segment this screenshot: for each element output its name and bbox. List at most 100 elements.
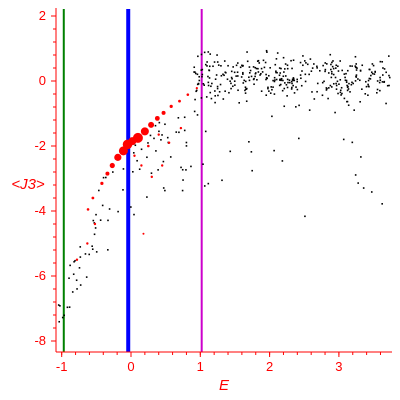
black-point xyxy=(147,142,149,144)
black-point xyxy=(236,71,239,74)
black-point xyxy=(233,80,236,82)
black-point xyxy=(311,91,313,93)
black-point xyxy=(282,56,285,59)
black-point xyxy=(296,88,299,91)
black-point xyxy=(217,94,219,97)
black-point xyxy=(327,97,329,100)
black-point xyxy=(296,80,298,83)
red-point xyxy=(160,164,164,167)
black-point xyxy=(255,67,258,70)
black-point xyxy=(293,92,296,94)
black-point xyxy=(68,306,71,308)
black-point xyxy=(223,60,226,62)
black-point xyxy=(332,82,335,85)
black-point xyxy=(355,74,358,76)
black-point xyxy=(376,80,379,82)
black-point xyxy=(229,150,232,153)
black-point xyxy=(329,53,332,56)
black-point xyxy=(364,80,367,83)
black-point xyxy=(214,101,216,104)
black-point xyxy=(291,86,293,89)
black-point xyxy=(329,84,332,87)
black-point xyxy=(161,134,163,136)
black-point xyxy=(248,72,251,74)
black-point xyxy=(273,80,276,83)
black-point xyxy=(274,79,276,81)
black-point xyxy=(138,168,141,171)
black-point xyxy=(214,78,217,81)
black-point xyxy=(316,67,318,69)
black-point xyxy=(175,131,178,133)
black-point xyxy=(381,74,384,76)
black-point xyxy=(376,88,379,91)
black-point xyxy=(216,87,219,90)
black-point xyxy=(340,94,342,96)
black-point xyxy=(339,60,342,62)
black-point xyxy=(214,90,216,92)
black-point xyxy=(330,68,332,71)
black-point xyxy=(302,64,304,67)
black-point xyxy=(338,83,340,86)
black-point xyxy=(323,80,325,83)
black-point xyxy=(245,100,248,103)
black-point xyxy=(78,267,81,269)
red-point xyxy=(105,171,110,176)
x-tick-label: -1 xyxy=(56,359,68,374)
black-point xyxy=(253,83,255,86)
black-point xyxy=(263,66,266,69)
black-point xyxy=(200,69,203,71)
black-point xyxy=(337,70,340,72)
black-point xyxy=(331,65,334,68)
black-point xyxy=(271,115,273,118)
black-point xyxy=(265,73,267,76)
black-point xyxy=(260,72,262,75)
black-point xyxy=(332,67,335,70)
black-point xyxy=(183,129,186,132)
vertical-lines xyxy=(62,9,203,352)
black-point xyxy=(370,191,373,193)
black-point xyxy=(352,82,354,85)
black-point xyxy=(92,219,95,222)
black-point xyxy=(266,51,268,53)
black-point xyxy=(117,210,119,213)
black-point xyxy=(63,314,65,317)
black-point xyxy=(198,75,200,78)
black-point xyxy=(369,78,372,80)
black-point xyxy=(275,70,277,73)
black-point xyxy=(296,78,298,81)
black-point xyxy=(197,83,200,85)
black-point xyxy=(316,82,319,85)
black-point xyxy=(269,66,271,69)
black-point xyxy=(342,138,345,141)
red-point xyxy=(167,141,171,144)
black-point xyxy=(367,79,370,82)
black-point xyxy=(242,82,245,84)
black-point xyxy=(275,78,278,81)
black-point xyxy=(285,84,288,86)
black-point xyxy=(196,73,199,76)
black-point xyxy=(265,94,268,96)
black-point xyxy=(388,55,390,57)
red-point xyxy=(140,164,143,167)
black-point xyxy=(292,59,295,62)
black-point xyxy=(353,109,355,111)
black-point xyxy=(202,82,205,85)
black-point xyxy=(136,159,138,162)
black-point xyxy=(268,90,270,92)
black-point xyxy=(197,55,199,58)
black-point xyxy=(204,130,207,133)
red-point xyxy=(91,196,95,200)
black-point xyxy=(201,75,203,78)
black-point xyxy=(232,85,234,88)
black-point xyxy=(303,60,306,62)
black-point xyxy=(160,139,162,141)
black-point xyxy=(221,179,223,182)
black-point xyxy=(99,219,102,221)
black-point xyxy=(194,71,196,73)
black-point xyxy=(73,260,75,263)
black-point xyxy=(378,81,381,84)
black-point xyxy=(250,151,253,153)
black-point xyxy=(330,70,333,73)
black-point xyxy=(267,74,270,77)
black-point xyxy=(276,71,278,74)
